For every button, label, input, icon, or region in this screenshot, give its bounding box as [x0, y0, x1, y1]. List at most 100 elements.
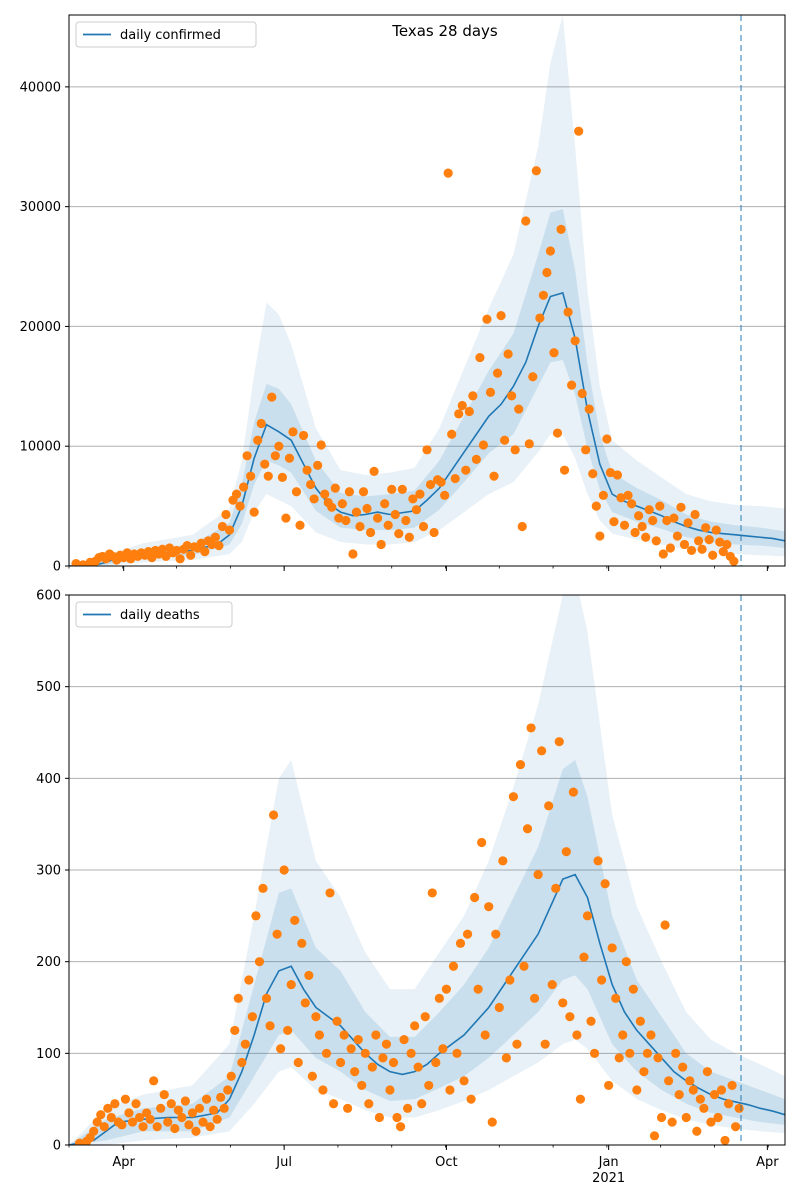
- data-point: [482, 314, 492, 324]
- data-point: [478, 440, 489, 450]
- data-point: [533, 869, 543, 880]
- data-point: [723, 1099, 734, 1109]
- data-point: [103, 1103, 113, 1113]
- data-point: [127, 1117, 138, 1127]
- data-point: [205, 1122, 215, 1132]
- data-point: [464, 406, 474, 417]
- legend: daily confirmed: [75, 21, 257, 48]
- data-point: [249, 507, 259, 517]
- data-point: [283, 1025, 293, 1036]
- data-point: [152, 1122, 162, 1132]
- data-point: [441, 984, 451, 994]
- data-point: [274, 441, 284, 451]
- data-point: [177, 1112, 187, 1123]
- data-point: [369, 466, 379, 476]
- data-point: [499, 435, 510, 445]
- data-point: [591, 501, 601, 511]
- data-point: [729, 556, 739, 566]
- data-point: [685, 1076, 695, 1086]
- series-line-median: [69, 291, 785, 566]
- data-point: [593, 856, 603, 866]
- data-point: [662, 515, 672, 526]
- data-point: [284, 453, 295, 463]
- data-point: [295, 520, 305, 530]
- data-point: [272, 929, 282, 939]
- data-point: [492, 368, 503, 378]
- data-point: [110, 1099, 120, 1109]
- data-point: [727, 1080, 737, 1091]
- data-point: [454, 409, 464, 419]
- data-point: [117, 1120, 127, 1130]
- data-point: [198, 1117, 208, 1127]
- data-point: [522, 824, 533, 834]
- data-point: [457, 400, 467, 411]
- data-point: [625, 1048, 635, 1058]
- data-point: [380, 499, 390, 509]
- data-point: [671, 1048, 681, 1058]
- data-point: [545, 246, 556, 256]
- plot-area: [69, 595, 785, 1145]
- data-point: [570, 336, 580, 346]
- data-point: [529, 993, 540, 1003]
- data-point: [332, 1016, 342, 1026]
- data-point: [138, 1122, 148, 1132]
- data-point: [720, 1135, 730, 1145]
- chart-panel-2: 0 100 200 300 400 500 600 Apr Jul Oct Jan Apr 2021 da…: [36, 589, 786, 1186]
- data-point: [306, 479, 316, 490]
- data-point: [387, 484, 397, 494]
- data-point: [607, 943, 617, 953]
- data-point: [180, 1096, 190, 1106]
- data-point: [417, 1099, 427, 1109]
- data-point: [325, 888, 335, 898]
- data-point: [210, 532, 220, 542]
- data-point: [699, 1103, 709, 1113]
- data-point: [484, 902, 494, 912]
- data-point: [358, 487, 369, 497]
- data-point: [334, 513, 344, 523]
- data-point: [665, 543, 675, 553]
- data-point: [535, 313, 545, 323]
- data-point: [231, 489, 242, 499]
- data-point: [512, 1039, 522, 1049]
- data-point: [434, 993, 444, 1003]
- data-point: [226, 1071, 236, 1081]
- data-point: [632, 1085, 642, 1095]
- data-point: [163, 1117, 173, 1127]
- data-point: [374, 1112, 384, 1123]
- data-point: [487, 1117, 497, 1127]
- data-point: [491, 929, 501, 939]
- data-point: [676, 502, 686, 512]
- data-point: [521, 216, 531, 226]
- uncertainty-band-outer: [69, 595, 785, 1145]
- data-point: [586, 1016, 596, 1026]
- data-point: [200, 547, 210, 557]
- data-point: [277, 472, 287, 482]
- data-point: [351, 507, 362, 517]
- legend-label: daily confirmed: [120, 28, 221, 43]
- data-point: [609, 517, 619, 527]
- data-point: [448, 961, 459, 971]
- data-point: [496, 311, 506, 321]
- data-point: [388, 1057, 399, 1068]
- data-point: [706, 1117, 716, 1127]
- data-point: [309, 494, 319, 504]
- data-point: [184, 1120, 194, 1130]
- uncertainty-band-outer: [69, 15, 785, 566]
- data-point: [447, 429, 457, 439]
- y-tick-label: 600: [36, 589, 61, 604]
- data-point: [244, 975, 254, 985]
- data-point: [186, 550, 196, 560]
- data-point: [649, 1131, 660, 1141]
- data-point: [246, 471, 256, 481]
- data-point: [293, 1057, 303, 1068]
- data-point: [674, 1089, 684, 1100]
- data-point: [247, 1012, 258, 1022]
- data-point: [612, 470, 623, 480]
- data-point: [443, 168, 453, 178]
- data-point: [365, 527, 376, 538]
- data-point: [291, 487, 302, 497]
- data-point: [445, 1085, 455, 1095]
- legend-box: [75, 21, 257, 48]
- data-point: [621, 957, 631, 967]
- data-point: [679, 539, 690, 550]
